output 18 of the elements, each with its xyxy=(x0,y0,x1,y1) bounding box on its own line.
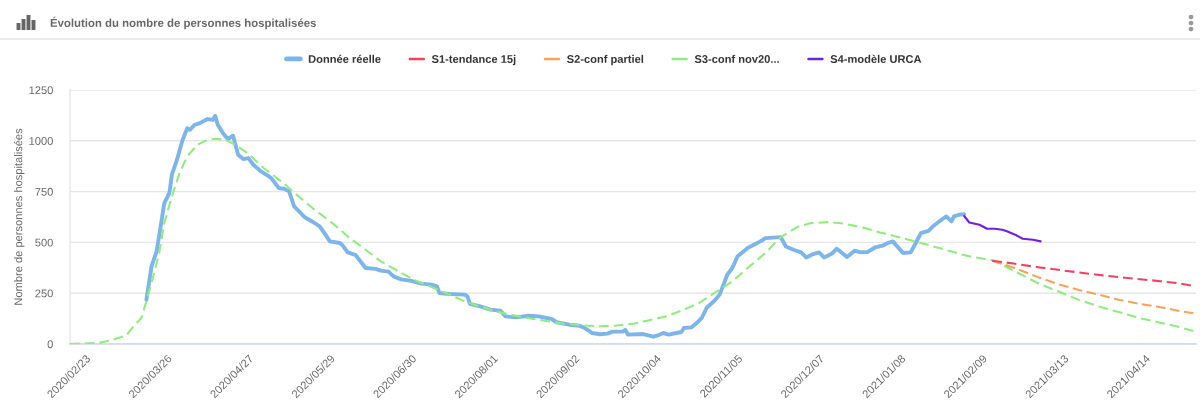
line-series xyxy=(963,214,1042,243)
legend-label: S4-modèle URCA xyxy=(830,54,922,63)
y-tick-label: 250 xyxy=(35,289,53,298)
line-series xyxy=(144,113,967,339)
y-tick-label: 0 xyxy=(47,340,53,349)
y-tick-label: 1250 xyxy=(29,86,53,95)
legend-label: S2-conf partiel xyxy=(567,54,644,66)
y-tick-label: 750 xyxy=(35,187,53,196)
chart-title: Évolution du nombre de personnes hospitalisées xyxy=(50,16,316,30)
line-series xyxy=(991,259,1195,315)
line-series xyxy=(991,259,1192,287)
y-tick-label: 1000 xyxy=(29,137,53,145)
legend-label: S1-tendance 15j xyxy=(431,54,516,66)
y-axis-title: Nombre de personnes hospitalisées xyxy=(13,128,25,305)
y-tick-label: 500 xyxy=(35,238,53,247)
legend-label: S3-conf nov20... xyxy=(694,54,779,63)
line-series xyxy=(70,137,1195,344)
legend-label: Donnée réelle xyxy=(308,54,381,63)
